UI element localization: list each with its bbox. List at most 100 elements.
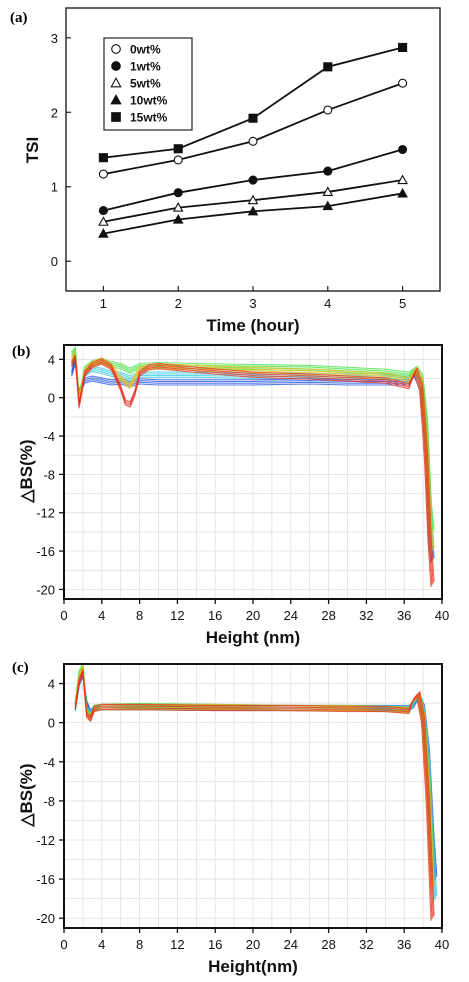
x-tick-label: 2: [175, 296, 182, 311]
x-tick-label: 40: [435, 608, 449, 623]
scan-trace-2: [74, 664, 434, 869]
x-tick-label: 36: [397, 608, 411, 623]
legend-marker: [110, 94, 122, 105]
x-tick-label: 20: [246, 608, 260, 623]
panel-label-a: (a): [10, 10, 28, 26]
tsi-chart: (a) 1 2 3 4 5 0 1 2 3 Time (hour) TSI 0wt% 1wt% 5…: [10, 7, 441, 335]
y-tick-label: -20: [36, 911, 55, 926]
x-tick-label: 8: [136, 608, 143, 623]
x-axis-title: Height (nm): [206, 628, 300, 647]
data-point: [248, 113, 258, 123]
x-tick-label: 0: [60, 937, 67, 952]
data-point: [248, 136, 258, 146]
data-point: [172, 213, 184, 224]
y-tick-label: 3: [51, 31, 58, 46]
x-tick-label: 28: [321, 937, 335, 952]
scan-trace-2: [74, 662, 435, 867]
x-tick-label: 16: [208, 937, 222, 952]
y-tick-label: 0: [48, 391, 55, 406]
x-tick-label: 8: [136, 937, 143, 952]
data-point: [173, 155, 183, 165]
legend: 0wt% 1wt% 5wt% 10wt% 15wt%: [103, 37, 193, 131]
y-tick-label: -12: [36, 506, 55, 521]
legend-marker: [111, 112, 121, 122]
x-tick-label: 32: [359, 608, 373, 623]
legend-marker: [111, 61, 121, 71]
y-tick-label: -4: [43, 429, 55, 444]
scan-trace-0: [71, 359, 434, 560]
data-point: [323, 62, 333, 72]
data-point: [398, 78, 408, 88]
data-point: [398, 144, 408, 155]
y-tick-label: 0: [51, 254, 58, 269]
scan-trace-4: [74, 668, 435, 916]
x-tick-label: 4: [98, 937, 105, 952]
y-tick-label: 1: [51, 180, 58, 195]
x-tick-label: 5: [399, 296, 406, 311]
y-tick-label: -12: [36, 833, 55, 848]
scan-trace-3: [74, 668, 433, 890]
legend-marker: [110, 77, 122, 88]
scan-trace-0: [71, 363, 432, 564]
data-point: [247, 205, 259, 216]
scan-trace-4: [71, 356, 434, 584]
x-tick-label: 4: [324, 296, 331, 311]
data-point: [98, 153, 108, 163]
x-tick-label: 1: [100, 296, 107, 311]
data-point: [322, 200, 334, 211]
scan-trace-3: [74, 666, 434, 889]
x-tick-label: 20: [246, 937, 260, 952]
legend-label: 5wt%: [130, 77, 161, 91]
y-axis-title: TSI: [23, 137, 42, 163]
y-tick-label: -16: [36, 872, 55, 887]
data-point: [98, 228, 109, 238]
y-tick-label: -8: [43, 467, 55, 482]
x-tick-label: 36: [397, 937, 411, 952]
x-tick-label: 3: [249, 296, 256, 311]
x-tick-label: 4: [98, 608, 105, 623]
data-point: [172, 202, 184, 212]
data-point: [397, 187, 408, 198]
x-tick-label: 24: [284, 608, 298, 623]
x-tick-label: 40: [435, 937, 449, 952]
legend-marker: [111, 44, 121, 54]
scan-trace-4: [71, 354, 435, 583]
data-point: [323, 105, 333, 115]
y-tick-label: 2: [51, 105, 58, 120]
scan-trace-3: [74, 664, 435, 887]
data-point: [173, 144, 183, 154]
delta-bs-chart-c: (c) 0 4 8 12 16 20 24 28 32 36 40 40-4-8-12-16-20 …: [12, 660, 449, 976]
delta-bs-chart-b: (b) 0 4 8 12 16 20 24 28 32 36 40 40-4-8-12-16-20 …: [12, 344, 449, 647]
data-point: [323, 166, 333, 176]
x-tick-label: 28: [321, 608, 335, 623]
legend-label: 10wt%: [130, 94, 168, 108]
y-axis-title: △BS(%): [17, 439, 36, 503]
y-tick-label: -4: [43, 755, 55, 770]
x-tick-label: 24: [284, 937, 298, 952]
data-point: [247, 194, 259, 205]
legend-label: 1wt%: [130, 60, 161, 74]
scan-trace-2: [71, 346, 435, 530]
data-point: [98, 216, 109, 226]
scan-trace-3: [71, 350, 435, 549]
legend-label: 0wt%: [130, 43, 161, 57]
x-axis-title: Height(nm): [208, 957, 298, 976]
x-tick-label: 16: [208, 608, 222, 623]
y-axis-title: △BS(%): [17, 763, 36, 827]
y-tick-label: 4: [48, 352, 55, 367]
data-point: [98, 206, 108, 216]
scan-trace-1: [74, 667, 437, 898]
x-tick-label: 32: [359, 937, 373, 952]
data-point: [173, 188, 183, 198]
data-point: [398, 42, 408, 53]
x-tick-label: 12: [170, 937, 184, 952]
y-tick-label: -8: [43, 794, 55, 809]
scan-trace-0: [74, 670, 438, 877]
y-tick-label: -16: [36, 544, 55, 559]
y-tick-label: 0: [48, 716, 55, 731]
x-axis-title: Time (hour): [206, 316, 299, 335]
data-point: [248, 175, 258, 185]
scan-trace-3: [71, 353, 433, 552]
data-point: [98, 169, 108, 179]
x-tick-label: 0: [60, 608, 67, 623]
